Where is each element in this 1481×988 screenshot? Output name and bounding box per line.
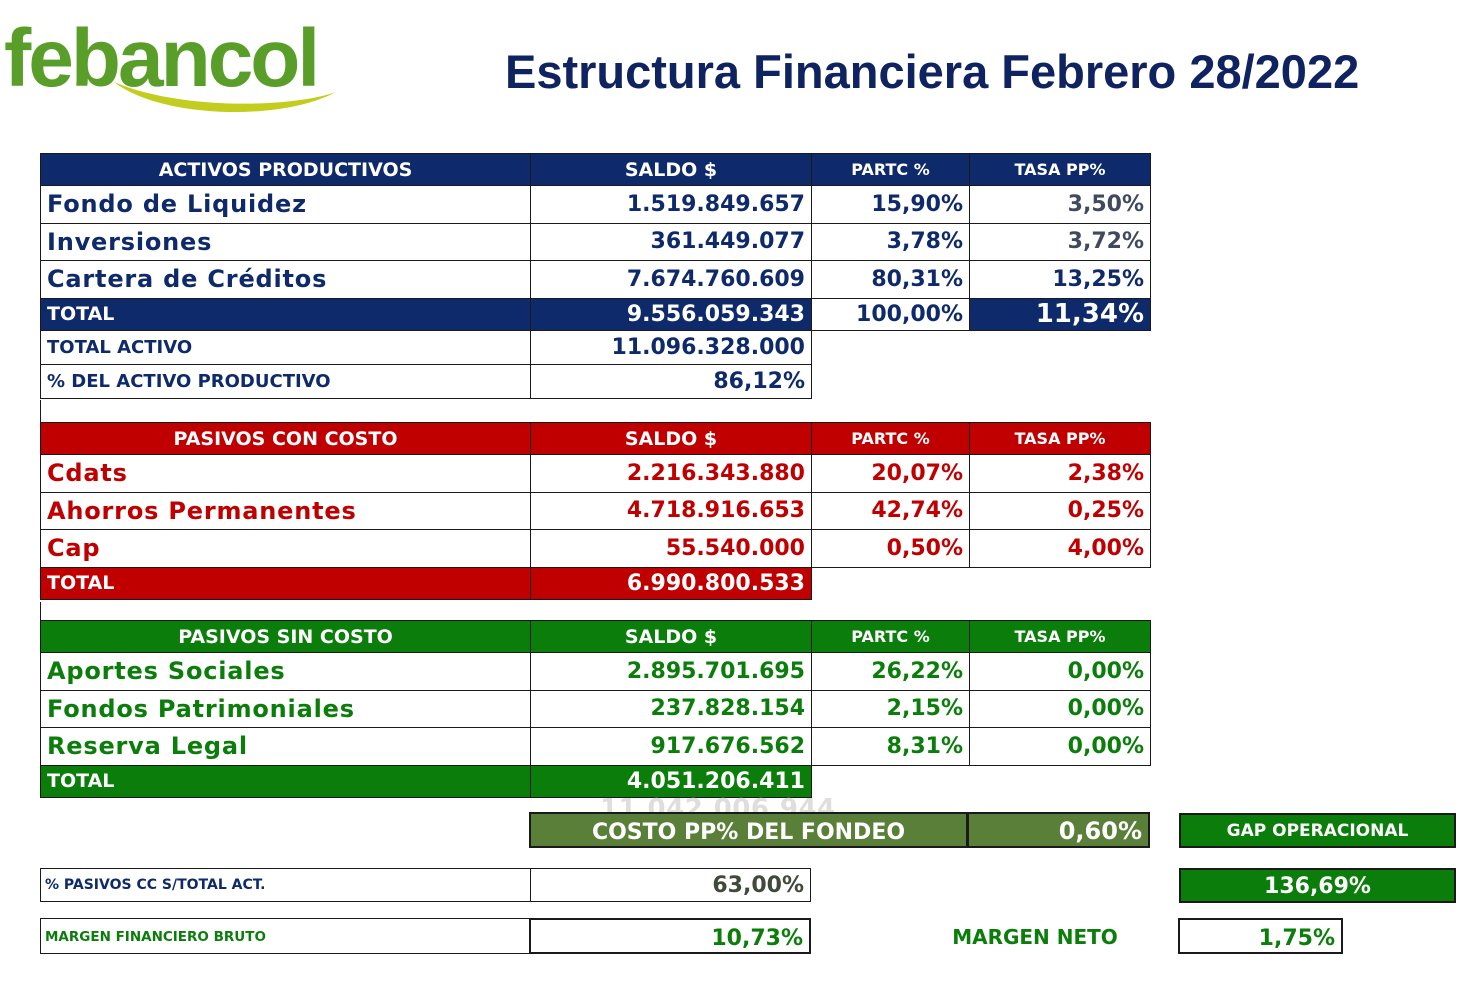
total-activo-row: TOTAL ACTIVO 11.096.328.000 [40, 329, 1151, 365]
table-row: Reserva Legal 917.676.562 8,31% 0,00% [40, 727, 1151, 766]
table-row: Fondo de Liquidez 1.519.849.657 15,90% 3… [40, 185, 1151, 224]
row-saldo: 4.718.916.653 [530, 491, 812, 530]
gap-operacional-value: 136,69% [1179, 868, 1456, 903]
pct-activo-productivo-value: 86,12% [530, 363, 812, 399]
pcc-header-partc: PARTC % [811, 422, 970, 455]
margen-bruto-value: 10,73% [529, 918, 811, 954]
row-label: Cartera de Créditos [40, 260, 531, 299]
activos-header-partc: PARTC % [811, 153, 970, 186]
row-tasa: 3,50% [969, 185, 1151, 224]
psc-header-saldo: SALDO $ [530, 620, 812, 653]
total-tasa: 11,34% [969, 297, 1151, 331]
row-label: Reserva Legal [40, 727, 531, 766]
row-partc: 26,22% [811, 652, 970, 691]
pasivos-sin-costo-table: PASIVOS SIN COSTO SALDO $ PARTC % TASA P… [40, 620, 1151, 798]
row-saldo: 2.216.343.880 [530, 454, 812, 493]
row-partc: 8,31% [811, 727, 970, 766]
pcc-header-tasa: TASA PP% [969, 422, 1151, 455]
table-row: Inversiones 361.449.077 3,78% 3,72% [40, 222, 1151, 261]
activos-header-row: ACTIVOS PRODUCTIVOS SALDO $ PARTC % TASA… [40, 153, 1151, 186]
row-tasa: 0,00% [969, 727, 1151, 766]
pct-pasivos-cc-label: % PASIVOS CC S/TOTAL ACT. [40, 868, 531, 902]
row-partc: 2,15% [811, 689, 970, 728]
row-saldo: 361.449.077 [530, 222, 812, 261]
table-row: Aportes Sociales 2.895.701.695 26,22% 0,… [40, 652, 1151, 691]
psc-total-row: TOTAL 4.051.206.411 [40, 764, 1151, 798]
row-label: Inversiones [40, 222, 531, 261]
total-partc: 100,00% [811, 297, 970, 331]
row-saldo: 2.895.701.695 [530, 652, 812, 691]
table-row: Cartera de Créditos 7.674.760.609 80,31%… [40, 260, 1151, 299]
row-saldo: 1.519.849.657 [530, 185, 812, 224]
pasivos-con-costo-table: PASIVOS CON COSTO SALDO $ PARTC % TASA P… [40, 422, 1151, 600]
row-saldo: 7.674.760.609 [530, 260, 812, 299]
activos-header-name: ACTIVOS PRODUCTIVOS [40, 153, 531, 186]
margen-bruto-label: MARGEN FINANCIERO BRUTO [40, 918, 531, 954]
row-tasa: 2,38% [969, 454, 1151, 493]
psc-header-partc: PARTC % [811, 620, 970, 653]
costo-fondeo-value: 0,60% [967, 812, 1150, 848]
activos-header-saldo: SALDO $ [530, 153, 812, 186]
total-saldo: 4.051.206.411 [530, 764, 812, 798]
margen-neto-label: MARGEN NETO [952, 925, 1118, 949]
row-label: Fondo de Liquidez [40, 185, 531, 224]
total-activo-value: 11.096.328.000 [530, 329, 812, 365]
total-activo-label: TOTAL ACTIVO [40, 329, 531, 365]
psc-header-name: PASIVOS SIN COSTO [40, 620, 531, 653]
activos-header-tasa: TASA PP% [969, 153, 1151, 186]
row-partc: 15,90% [811, 185, 970, 224]
row-saldo: 917.676.562 [530, 727, 812, 766]
row-partc: 20,07% [811, 454, 970, 493]
row-label: Cdats [40, 454, 531, 493]
table-row: Cap 55.540.000 0,50% 4,00% [40, 529, 1151, 568]
pcc-header-name: PASIVOS CON COSTO [40, 422, 531, 455]
table-row: Cdats 2.216.343.880 20,07% 2,38% [40, 454, 1151, 493]
row-label: Aportes Sociales [40, 652, 531, 691]
pct-pasivos-cc-value: 63,00% [530, 868, 811, 902]
row-tasa: 0,00% [969, 689, 1151, 728]
pct-activo-productivo-label: % DEL ACTIVO PRODUCTIVO [40, 363, 531, 399]
row-label: Fondos Patrimoniales [40, 689, 531, 728]
pcc-header-row: PASIVOS CON COSTO SALDO $ PARTC % TASA P… [40, 422, 1151, 455]
row-partc: 3,78% [811, 222, 970, 261]
costo-fondeo-label: COSTO PP% DEL FONDEO [529, 812, 968, 848]
total-label: TOTAL [40, 297, 531, 331]
table-row: Fondos Patrimoniales 237.828.154 2,15% 0… [40, 689, 1151, 728]
row-tasa: 0,00% [969, 652, 1151, 691]
row-saldo: 237.828.154 [530, 689, 812, 728]
total-saldo: 6.990.800.533 [530, 566, 812, 600]
pcc-total-row: TOTAL 6.990.800.533 [40, 566, 1151, 600]
febancol-logo: febancol [4, 13, 320, 104]
pcc-header-saldo: SALDO $ [530, 422, 812, 455]
table-row: Ahorros Permanentes 4.718.916.653 42,74%… [40, 491, 1151, 530]
page-title: Estructura Financiera Febrero 28/2022 [505, 45, 1360, 98]
psc-header-row: PASIVOS SIN COSTO SALDO $ PARTC % TASA P… [40, 620, 1151, 653]
total-label: TOTAL [40, 566, 531, 600]
total-label: TOTAL [40, 764, 531, 798]
logo-swoosh-icon [114, 82, 336, 113]
psc-header-tasa: TASA PP% [969, 620, 1151, 653]
row-tasa: 0,25% [969, 491, 1151, 530]
pct-activo-productivo-row: % DEL ACTIVO PRODUCTIVO 86,12% [40, 363, 1151, 399]
margen-neto-value: 1,75% [1178, 918, 1343, 954]
total-saldo: 9.556.059.343 [530, 297, 812, 331]
row-partc: 0,50% [811, 529, 970, 568]
row-label: Ahorros Permanentes [40, 491, 531, 530]
activos-table: ACTIVOS PRODUCTIVOS SALDO $ PARTC % TASA… [40, 153, 1151, 399]
row-tasa: 13,25% [969, 260, 1151, 299]
row-tasa: 4,00% [969, 529, 1151, 568]
gap-operacional-label: GAP OPERACIONAL [1179, 813, 1456, 848]
row-label: Cap [40, 529, 531, 568]
row-saldo: 55.540.000 [530, 529, 812, 568]
activos-total-row: TOTAL 9.556.059.343 100,00% 11,34% [40, 297, 1151, 331]
row-partc: 80,31% [811, 260, 970, 299]
row-partc: 42,74% [811, 491, 970, 530]
row-tasa: 3,72% [969, 222, 1151, 261]
